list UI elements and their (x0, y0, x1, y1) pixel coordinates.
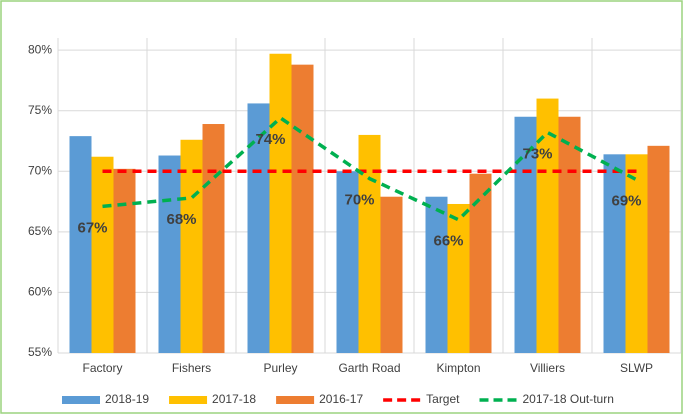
bar (647, 145, 670, 353)
line (102, 115, 638, 222)
legend-label: Target (426, 392, 460, 406)
y-tick-label: 80% (28, 42, 52, 56)
y-tick-label: 55% (28, 345, 52, 359)
legend-swatch (62, 396, 100, 404)
data-label: 67% (77, 219, 107, 236)
bar (113, 168, 136, 353)
bar (269, 53, 292, 353)
bar (91, 156, 114, 353)
bar (380, 196, 403, 353)
data-label: 73% (522, 145, 552, 162)
legend-label: 2017-18 (212, 392, 256, 406)
data-label: 69% (611, 193, 641, 210)
data-label: 66% (433, 233, 463, 250)
bar (469, 173, 492, 353)
bar (625, 154, 648, 353)
legend-swatch (276, 396, 315, 404)
y-tick-label: 60% (28, 285, 52, 299)
data-label: 70% (344, 192, 374, 209)
x-tick-label: Villiers (530, 361, 565, 375)
bar (603, 154, 626, 353)
bar (358, 134, 381, 353)
x-tick-label: Kimpton (436, 361, 480, 375)
bar (247, 103, 270, 353)
y-tick-label: 65% (28, 224, 52, 238)
y-tick-label: 70% (28, 163, 52, 177)
legend-swatch (169, 396, 208, 404)
bar (514, 116, 537, 353)
bar (336, 171, 359, 353)
y-tick-label: 75% (28, 103, 52, 117)
x-tick-label: Garth Road (338, 361, 400, 375)
x-tick-label: Factory (82, 361, 122, 375)
bar (158, 155, 181, 353)
bar (291, 64, 314, 354)
x-tick-label: Fishers (172, 361, 211, 375)
bar (536, 98, 559, 353)
bar (202, 124, 225, 354)
data-label: 74% (255, 131, 285, 148)
bar (425, 196, 448, 353)
x-tick-label: Purley (263, 361, 297, 375)
x-tick-label: SLWP (620, 361, 653, 375)
data-label: 68% (166, 211, 196, 228)
legend-label: 2018-19 (105, 392, 149, 406)
legend-label: 2016-17 (319, 392, 363, 406)
legend-label: 2017-18 Out-turn (523, 392, 614, 406)
bar (447, 203, 470, 353)
bar (558, 116, 581, 353)
bar (69, 136, 92, 353)
